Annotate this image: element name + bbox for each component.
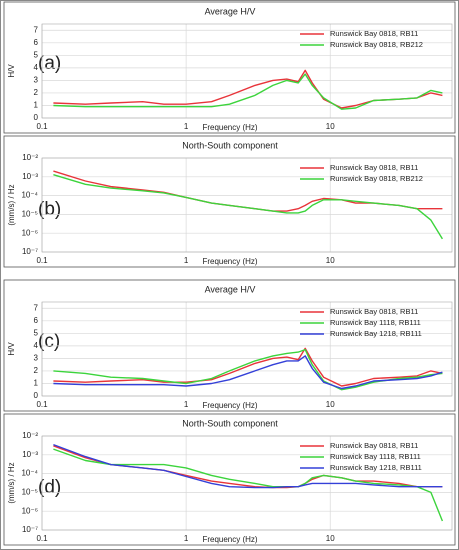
panel-label: (a) — [38, 53, 61, 74]
series-line — [53, 355, 443, 390]
y-tick-label: 2 — [34, 88, 39, 97]
x-tick-label: 0.1 — [36, 534, 48, 543]
legend-label: Runswick Bay 1118, RB111 — [330, 452, 421, 461]
y-tick-label: 4 — [34, 63, 39, 72]
y-tick-label: 10⁻⁵ — [22, 488, 38, 497]
x-axis-label: Frequency (Hz) — [202, 257, 257, 266]
y-tick-label: 6 — [34, 38, 39, 47]
y-tick-label: 10⁻⁷ — [22, 525, 38, 534]
panel-label: (d) — [38, 477, 61, 498]
plot-frame — [41, 301, 453, 397]
panel-frame — [3, 413, 456, 546]
x-tick-label: 1 — [184, 400, 189, 409]
y-axis-label: H/V — [7, 64, 16, 78]
y-tick-label: 6 — [34, 316, 39, 325]
y-tick-label: 7 — [34, 25, 39, 34]
panel-frame — [3, 135, 456, 268]
y-tick-label: 7 — [34, 303, 39, 312]
y-axis-label: (mm/s) / Hz — [7, 462, 16, 503]
x-tick-label: 1 — [184, 122, 189, 131]
y-tick-label: 0 — [34, 391, 39, 400]
chart-title: North-South component — [182, 140, 278, 150]
series-line — [53, 174, 443, 240]
y-tick-label: 5 — [34, 328, 39, 337]
y-tick-label: 10⁻⁴ — [21, 191, 38, 200]
x-tick-label: 10 — [326, 400, 335, 409]
y-tick-label: 10⁻³ — [22, 450, 38, 459]
y-tick-label: 3 — [34, 354, 39, 363]
y-tick-label: 3 — [34, 76, 39, 85]
panel-label: (b) — [38, 199, 61, 220]
y-tick-label: 10⁻² — [22, 431, 38, 440]
legend-label: Runswick Bay 0818, RB212 — [330, 40, 423, 49]
chart-title: North-South component — [182, 418, 278, 428]
y-tick-label: 10⁻⁶ — [22, 506, 38, 515]
legend-label: Runswick Bay 0818, RB11 — [330, 307, 418, 316]
x-axis-label: Frequency (Hz) — [202, 401, 257, 410]
plot-frame — [41, 435, 453, 531]
legend-label: Runswick Bay 0818, RB11 — [330, 441, 418, 450]
series-line — [53, 443, 443, 489]
x-tick-label: 1 — [184, 256, 189, 265]
x-tick-label: 10 — [326, 534, 335, 543]
y-tick-label: 10⁻⁶ — [22, 228, 38, 237]
panel-frame — [3, 1, 456, 134]
panel-label: (c) — [38, 331, 60, 352]
x-tick-label: 1 — [184, 534, 189, 543]
legend-label: Runswick Bay 1218, RB111 — [330, 329, 422, 338]
series-line — [53, 347, 443, 387]
y-tick-label: 10⁻³ — [22, 172, 38, 181]
y-tick-label: 5 — [34, 50, 39, 59]
chart-title: Average H/V — [205, 6, 256, 16]
x-tick-label: 0.1 — [36, 256, 48, 265]
plot-frame — [41, 157, 453, 253]
legend-label: Runswick Bay 0818, RB11 — [330, 163, 418, 172]
x-tick-label: 10 — [326, 122, 335, 131]
y-tick-label: 0 — [34, 113, 39, 122]
plot-frame — [41, 23, 453, 119]
y-axis-label: (mm/s) / Hz — [7, 184, 16, 225]
chart-title: Average H/V — [205, 284, 256, 294]
y-tick-label: 1 — [34, 379, 39, 388]
x-axis-label: Frequency (Hz) — [202, 123, 257, 132]
x-axis-label: Frequency (Hz) — [202, 535, 257, 544]
legend-label: Runswick Bay 0818, RB11 — [330, 29, 418, 38]
x-tick-label: 10 — [326, 256, 335, 265]
legend-label: Runswick Bay 1118, RB111 — [330, 318, 421, 327]
y-tick-label: 4 — [34, 341, 39, 350]
x-tick-label: 0.1 — [36, 122, 48, 131]
y-tick-label: 2 — [34, 366, 39, 375]
series-line — [53, 73, 443, 110]
legend-label: Runswick Bay 0818, RB212 — [330, 174, 423, 183]
y-tick-label: 10⁻² — [22, 153, 38, 162]
y-tick-label: 10⁻⁷ — [22, 247, 38, 256]
panel-frame — [3, 279, 456, 412]
y-tick-label: 10⁻⁴ — [21, 469, 38, 478]
y-tick-label: 1 — [34, 101, 39, 110]
x-tick-label: 0.1 — [36, 400, 48, 409]
y-tick-label: 10⁻⁵ — [22, 210, 38, 219]
y-axis-label: H/V — [7, 342, 16, 356]
legend-label: Runswick Bay 1218, RB111 — [330, 463, 422, 472]
